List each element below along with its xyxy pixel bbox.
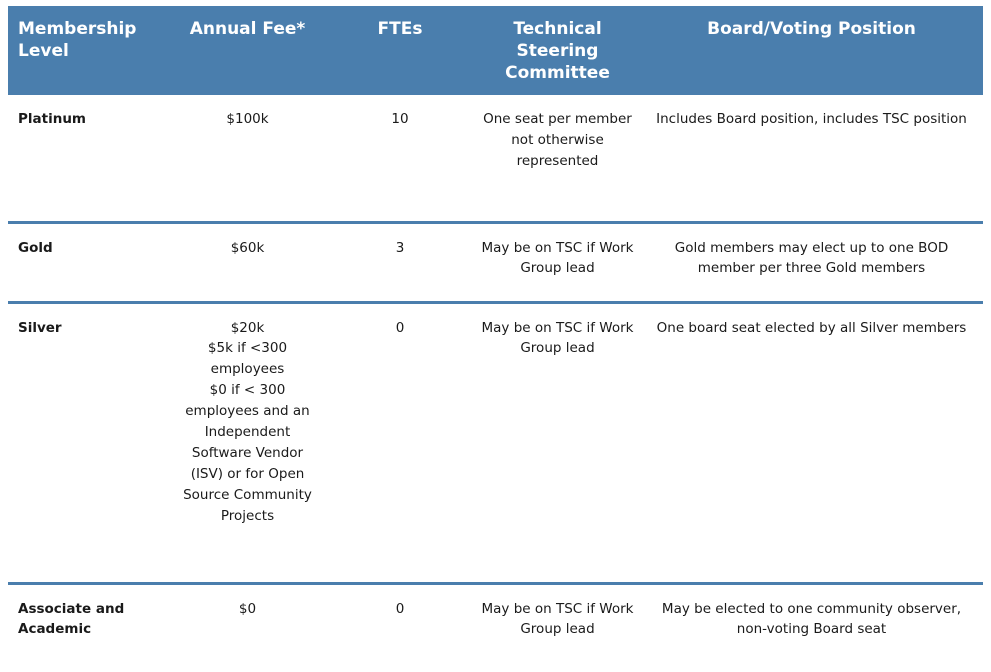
membership-table-container: Membership Level Annual Fee* FTEs Techni… <box>8 6 983 672</box>
membership-levels-table: Membership Level Annual Fee* FTEs Techni… <box>8 6 983 672</box>
cell-annual-fee: $100k <box>170 95 325 224</box>
cell-membership-level: Platinum <box>8 95 170 224</box>
cell-ftes: 3 <box>325 222 475 304</box>
column-header-membership-level: Membership Level <box>18 19 137 62</box>
table-row: Platinum $100k 10 One seat per member no… <box>8 95 983 224</box>
cell-board-voting-position: Includes Board position, includes TSC po… <box>640 95 983 224</box>
cell-ftes: 0 <box>325 302 475 585</box>
cell-technical-steering-committee: May be on TSC if Work Group lead <box>475 302 640 585</box>
table-header-row: Membership Level Annual Fee* FTEs Techni… <box>8 6 983 95</box>
table-header: Membership Level Annual Fee* FTEs Techni… <box>8 6 983 95</box>
cell-ftes: 10 <box>325 95 475 224</box>
column-header-ftes: FTEs <box>377 19 423 39</box>
table-row: Gold $60k 3 May be on TSC if Work Group … <box>8 222 983 304</box>
fee-line: $5k if <300 employees <box>207 340 288 378</box>
column-header-technical-steering-committee: Technical Steering Committee <box>505 19 610 84</box>
cell-annual-fee: $60k <box>170 222 325 304</box>
table-row: Silver $20k $5k if <300 employees $0 if < … <box>8 302 983 585</box>
column-header-board-voting-position: Board/Voting Position <box>707 19 916 39</box>
cell-board-voting-position: Gold members may elect up to one BOD mem… <box>640 222 983 304</box>
cell-technical-steering-committee: One seat per member not otherwise repres… <box>475 95 640 224</box>
cell-ftes: 0 <box>395 600 405 617</box>
cell-annual-fee: $20k $5k if <300 employees $0 if < 300 emp… <box>170 302 325 585</box>
cell-membership-level: Associate and Academic <box>18 600 125 638</box>
cell-board-voting-position: One board seat elected by all Silver mem… <box>640 302 983 585</box>
cell-technical-steering-committee: May be on TSC if Work Group lead <box>481 600 634 638</box>
table-row: Associate and Academic $0 0 May be on TS… <box>8 583 983 672</box>
fee-line: $0 if < 300 employees and an Independent… <box>183 382 312 524</box>
cell-board-voting-position: May be elected to one community observer… <box>661 600 962 638</box>
cell-membership-level: Gold <box>8 222 170 304</box>
table-body: Platinum $100k 10 One seat per member no… <box>8 95 983 672</box>
column-header-annual-fee: Annual Fee* <box>189 19 306 39</box>
cell-technical-steering-committee: May be on TSC if Work Group lead <box>475 222 640 304</box>
fee-line: $20k <box>230 319 265 336</box>
cell-annual-fee: $0 <box>238 600 257 617</box>
cell-membership-level: Silver <box>8 302 170 585</box>
